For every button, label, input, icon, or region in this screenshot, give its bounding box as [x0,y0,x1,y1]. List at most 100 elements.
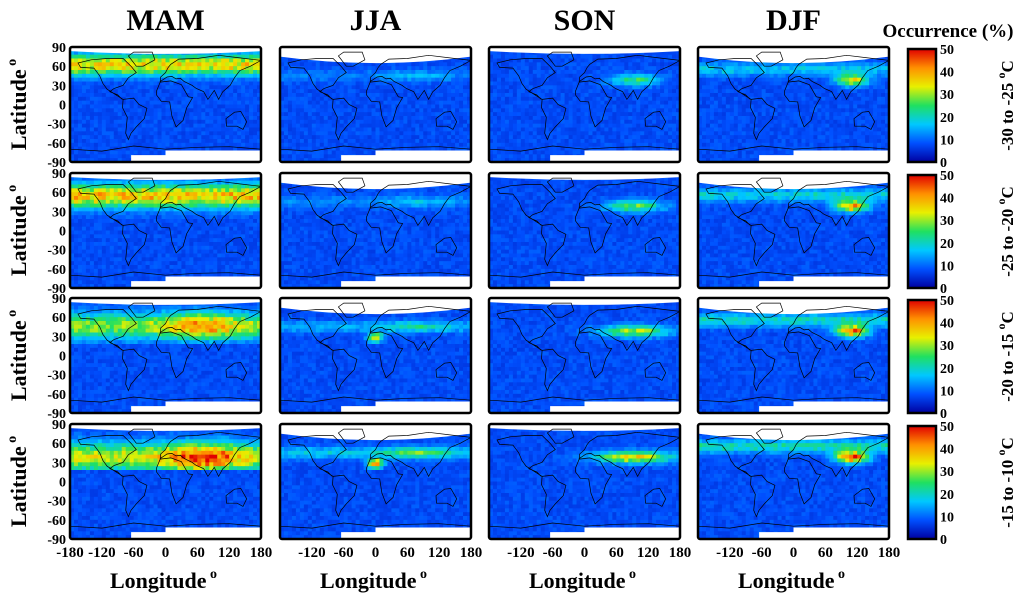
heat-cell [399,62,404,67]
heat-cell [821,85,826,90]
heat-cell [698,81,703,86]
heat-cell [205,131,210,136]
heat-cell [315,93,321,98]
heat-cell [173,58,178,63]
heat-cell [423,119,428,125]
heat-cell [89,112,95,117]
heat-cell [548,96,554,102]
heat-cell [411,142,416,148]
heat-cell [564,146,569,151]
heat-cell [287,146,293,151]
heat-cell [169,100,174,105]
heat-cell [628,81,633,86]
heat-cell [343,100,349,105]
heat-cell [833,85,838,90]
heat-cell [287,58,293,63]
heat-cell [664,116,669,121]
heat-cell [672,116,677,121]
heat-cell [233,96,238,102]
heat-cell [383,73,388,79]
heat-cell [367,108,372,113]
heat-cell [881,62,886,67]
heat-cell [797,77,802,82]
heat-cell [451,58,456,63]
heat-cell [781,81,786,86]
heat-cell [709,66,715,71]
heat-cell [221,100,226,105]
heat-cell [656,58,661,63]
heat-cell [572,100,577,105]
heat-cell [492,73,498,79]
heat-cell [508,135,514,140]
heat-cell [213,119,218,125]
heat-cell [93,116,99,121]
heat-cell [133,93,139,98]
heat-cell [467,142,471,148]
heat-cell [656,85,661,90]
heat-cell [489,127,494,132]
heat-cell [660,50,665,56]
heat-cell [415,131,420,136]
heat-cell [133,123,139,128]
heat-cell [283,58,289,63]
heat-cell [161,135,166,140]
heat-cell [435,139,440,144]
heat-cell [283,62,289,67]
heat-cell [520,100,526,105]
heat-cell [753,66,759,71]
heat-cell [500,77,506,82]
heat-cell [233,116,238,121]
heat-cell [101,150,107,155]
heat-cell [77,54,83,59]
heat-cell [209,100,214,105]
heat-cell [411,85,416,90]
missing-data-north [70,47,261,54]
heat-cell [801,81,806,86]
heat-cell [161,100,166,105]
heat-cell [375,131,380,136]
heat-cell [280,131,285,136]
heat-cell [845,93,850,98]
heat-cell [548,66,554,71]
heat-cell [676,54,680,59]
heat-cell [463,135,468,140]
heat-cell [636,70,641,75]
heat-cell [632,142,637,148]
heat-cell [213,112,218,117]
heat-cell [431,116,436,121]
heat-cell [371,142,376,148]
heat-cell [201,104,206,109]
heat-cell [672,131,677,136]
heat-cell [193,96,198,102]
heat-cell [435,66,440,71]
heat-cell [101,154,107,159]
heat-cell [387,119,392,125]
heat-cell [375,142,380,148]
heat-cell [644,96,649,102]
heat-cell [391,108,396,113]
heat-cell [391,100,396,105]
heat-cell [676,104,680,109]
heat-cell [303,77,309,82]
heat-cell [70,108,75,113]
heat-cell [81,96,87,102]
heat-cell [745,81,751,86]
heat-cell [781,77,786,82]
heat-cell [427,70,432,75]
heat-cell [209,93,214,98]
heat-cell [335,89,341,94]
heat-cell [660,108,665,113]
heat-cell [193,54,198,59]
heat-cell [459,73,464,79]
heat-cell [504,73,510,79]
heat-cell [253,54,258,59]
heat-cell [303,104,309,109]
heat-cell [221,108,226,113]
heat-cell [335,70,341,75]
heat-cell [520,54,526,59]
heat-cell [841,73,846,79]
heat-cell [280,73,285,79]
heat-cell [552,150,558,155]
heat-cell [125,81,131,86]
heat-cell [311,104,317,109]
